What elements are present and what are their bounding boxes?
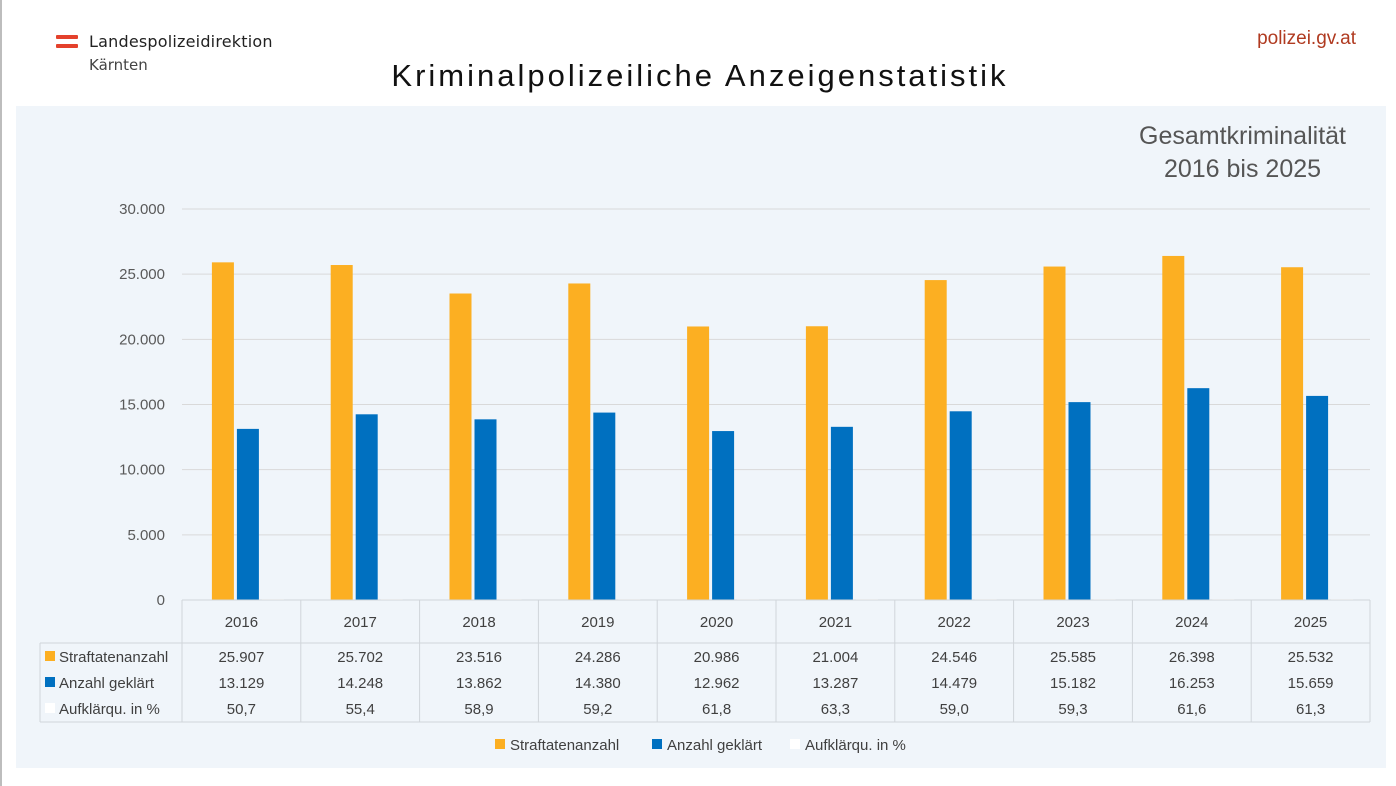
x-tick-label: 2018 [462,614,495,631]
data-label: 55,4 [346,701,375,718]
data-label: 61,3 [1296,701,1325,718]
data-label: 14.248 [337,675,383,692]
data-label: 25.585 [1050,649,1096,666]
data-label: 16.253 [1169,675,1215,692]
data-label: 63,3 [821,701,850,718]
data-label: 21.004 [812,649,858,666]
table-row-label: Straftatenanzahl [59,649,168,666]
bar-anzahl-geklaert [1306,395,1329,600]
bar-anzahl-geklaert [712,431,735,600]
data-label: 12.962 [694,675,740,692]
data-label: 13.129 [218,675,264,692]
data-label: 25.907 [218,649,264,666]
y-tick-label: 0 [157,592,165,609]
data-label: 24.286 [575,649,621,666]
data-label: 50,7 [227,701,256,718]
table-legend-key [45,651,55,661]
y-tick-label: 10.000 [119,462,165,479]
data-label: 26.398 [1169,649,1215,666]
legend-label: Anzahl geklärt [667,737,763,754]
org-name: Landespolizeidirektion [89,32,273,51]
bar-straftatenanzahl [687,326,710,600]
data-label: 58,9 [464,701,493,718]
table-row-label: Aufklärqu. in % [59,701,160,718]
bar-straftatenanzahl [568,283,591,600]
data-label: 59,2 [583,701,612,718]
bar-straftatenanzahl [805,326,828,600]
data-label: 14.380 [575,675,621,692]
page-title: Kriminalpolizeiliche Anzeigenstatistik [391,58,1009,93]
bar-anzahl-geklaert [949,411,972,600]
x-tick-label: 2016 [225,614,258,631]
y-tick-label: 20.000 [119,331,165,348]
bar-straftatenanzahl [211,262,234,600]
y-tick-label: 25.000 [119,266,165,283]
x-tick-label: 2019 [581,614,614,631]
x-tick-label: 2025 [1294,614,1327,631]
data-label: 25.532 [1288,649,1334,666]
bar-anzahl-geklaert [355,414,378,600]
slide-edge [0,0,2,786]
austria-flag-icon [56,35,78,49]
data-label: 25.702 [337,649,383,666]
legend-key [790,739,800,749]
bar-anzahl-geklaert [1187,388,1210,600]
table-legend-key [45,677,55,687]
bar-anzahl-geklaert [593,412,616,600]
x-tick-label: 2021 [819,614,852,631]
bar-straftatenanzahl [1281,267,1304,600]
data-label: 15.182 [1050,675,1096,692]
bar-straftatenanzahl [924,280,947,600]
legend-key [652,739,662,749]
x-tick-label: 2020 [700,614,733,631]
data-label: 23.516 [456,649,502,666]
bar-anzahl-geklaert [474,419,497,600]
x-tick-label: 2023 [1056,614,1089,631]
bar-straftatenanzahl [330,265,353,600]
data-label: 61,8 [702,701,731,718]
data-label: 61,6 [1177,701,1206,718]
y-tick-label: 30.000 [119,201,165,218]
y-tick-label: 5.000 [127,527,165,544]
bar-anzahl-geklaert [1068,402,1091,600]
data-label: 59,3 [1058,701,1087,718]
chart-title-line1: Gesamtkriminalität [1139,122,1346,150]
x-tick-label: 2022 [938,614,971,631]
chart-title: Gesamtkriminalität 2016 bis 2025 [1139,120,1346,186]
legend-key [495,739,505,749]
data-label: 20.986 [694,649,740,666]
table-legend-key [45,703,55,713]
org-region: Kärnten [89,56,148,74]
bar-anzahl-geklaert [236,428,259,600]
x-tick-label: 2017 [344,614,377,631]
table-row-label: Anzahl geklärt [59,675,155,692]
data-label: 14.479 [931,675,977,692]
data-label: 13.862 [456,675,502,692]
bar-straftatenanzahl [449,293,472,600]
data-label: 24.546 [931,649,977,666]
chart-subtitle: 2016 bis 2025 [1163,155,1322,183]
legend-label: Aufklärqu. in % [805,737,906,754]
y-tick-label: 15.000 [119,397,165,414]
data-label: 59,0 [940,701,969,718]
legend-label: Straftatenanzahl [510,737,619,754]
bar-straftatenanzahl [1162,255,1185,601]
x-tick-label: 2024 [1175,614,1208,631]
data-label: 13.287 [812,675,858,692]
bar-anzahl-geklaert [830,426,853,600]
bar-straftatenanzahl [1043,266,1066,600]
data-label: 15.659 [1288,675,1334,692]
site-link[interactable]: polizei.gv.at [1257,28,1356,49]
